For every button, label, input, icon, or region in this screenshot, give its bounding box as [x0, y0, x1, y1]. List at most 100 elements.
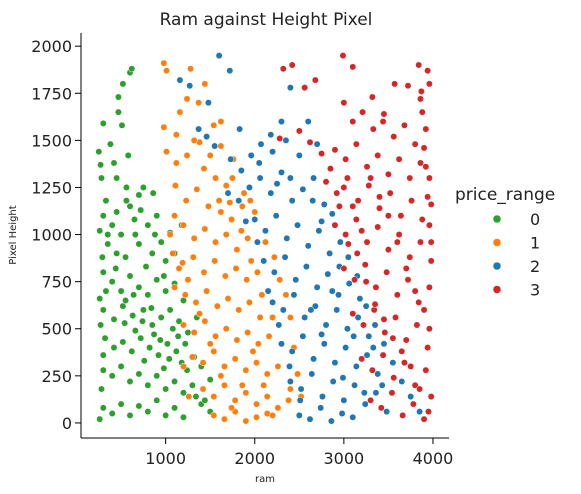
data-point: [362, 278, 370, 286]
data-point: [361, 261, 369, 269]
data-point: [121, 319, 129, 327]
data-point: [286, 84, 294, 92]
data-point: [102, 197, 110, 205]
data-point: [160, 364, 168, 372]
data-point: [425, 325, 433, 333]
data-point: [212, 238, 219, 246]
data-point: [238, 381, 246, 389]
data-point: [176, 108, 184, 116]
data-point: [253, 400, 260, 408]
data-point: [376, 204, 383, 212]
data-point: [263, 370, 271, 378]
data-point: [344, 240, 352, 248]
data-point: [380, 340, 388, 348]
data-point: [245, 184, 253, 191]
data-point: [213, 302, 221, 310]
data-point: [258, 291, 266, 299]
data-point: [340, 99, 348, 107]
data-point: [108, 221, 116, 229]
data-point: [96, 295, 104, 303]
data-point: [327, 165, 334, 173]
data-point: [309, 197, 317, 205]
data-point: [131, 216, 138, 223]
data-point: [374, 370, 382, 378]
data-point: [307, 306, 315, 314]
data-point: [263, 393, 271, 401]
data-point: [326, 249, 334, 257]
data-point: [417, 238, 424, 246]
data-point: [254, 340, 262, 348]
data-point: [96, 415, 104, 423]
data-point: [411, 140, 419, 148]
data-point: [188, 353, 196, 361]
data-point: [181, 340, 189, 348]
data-point: [243, 276, 251, 284]
data-point: [336, 238, 344, 246]
data-point: [200, 165, 208, 173]
data-point: [322, 178, 330, 186]
data-point: [175, 317, 183, 325]
data-point: [108, 372, 116, 380]
data-point: [391, 80, 399, 88]
data-point: [420, 144, 428, 152]
x-axis-title: ram: [255, 474, 275, 485]
data-point: [186, 82, 194, 90]
data-point: [418, 108, 426, 116]
data-point: [139, 317, 146, 325]
data-point: [240, 189, 248, 197]
data-point: [275, 321, 283, 329]
data-point: [160, 272, 168, 280]
data-point: [108, 410, 116, 417]
data-point: [372, 389, 380, 397]
data-point: [210, 411, 218, 419]
data-point: [180, 362, 187, 370]
data-point: [411, 287, 419, 295]
data-point: [166, 306, 174, 314]
x-tick-label: 1000: [145, 449, 186, 468]
data-point: [379, 118, 387, 125]
data-point: [425, 283, 433, 291]
data-point: [212, 332, 219, 340]
data-point: [117, 287, 125, 295]
data-point: [393, 238, 401, 246]
data-point: [101, 334, 109, 342]
data-point: [117, 362, 125, 370]
data-point: [360, 321, 367, 329]
data-point: [328, 210, 336, 218]
data-point: [292, 276, 300, 284]
legend-label-2: 2: [530, 257, 540, 276]
data-point: [278, 118, 285, 125]
data-point: [221, 381, 228, 389]
data-point: [295, 411, 303, 419]
data-point: [137, 334, 145, 342]
data-point: [235, 306, 243, 314]
data-point: [363, 238, 371, 246]
data-point: [317, 404, 325, 412]
data-point: [180, 389, 187, 397]
data-point: [342, 155, 350, 163]
data-point: [174, 332, 182, 340]
data-point: [354, 313, 362, 321]
data-point: [195, 125, 203, 133]
data-point: [242, 417, 250, 425]
data-point: [201, 317, 209, 325]
data-point: [274, 362, 282, 370]
data-point: [390, 133, 398, 141]
data-point: [182, 197, 190, 205]
data-point: [288, 347, 296, 355]
data-point: [166, 231, 174, 239]
data-point: [157, 238, 165, 246]
data-point: [242, 389, 250, 397]
data-point: [404, 276, 412, 284]
data-point: [255, 159, 263, 167]
data-point: [363, 351, 371, 359]
data-point: [238, 202, 246, 210]
data-point: [232, 265, 240, 272]
data-point: [210, 121, 218, 129]
data-point: [97, 321, 105, 329]
data-point: [119, 80, 127, 88]
data-point: [294, 370, 301, 378]
data-point: [99, 404, 107, 412]
data-point: [425, 408, 432, 416]
data-point: [142, 263, 150, 271]
